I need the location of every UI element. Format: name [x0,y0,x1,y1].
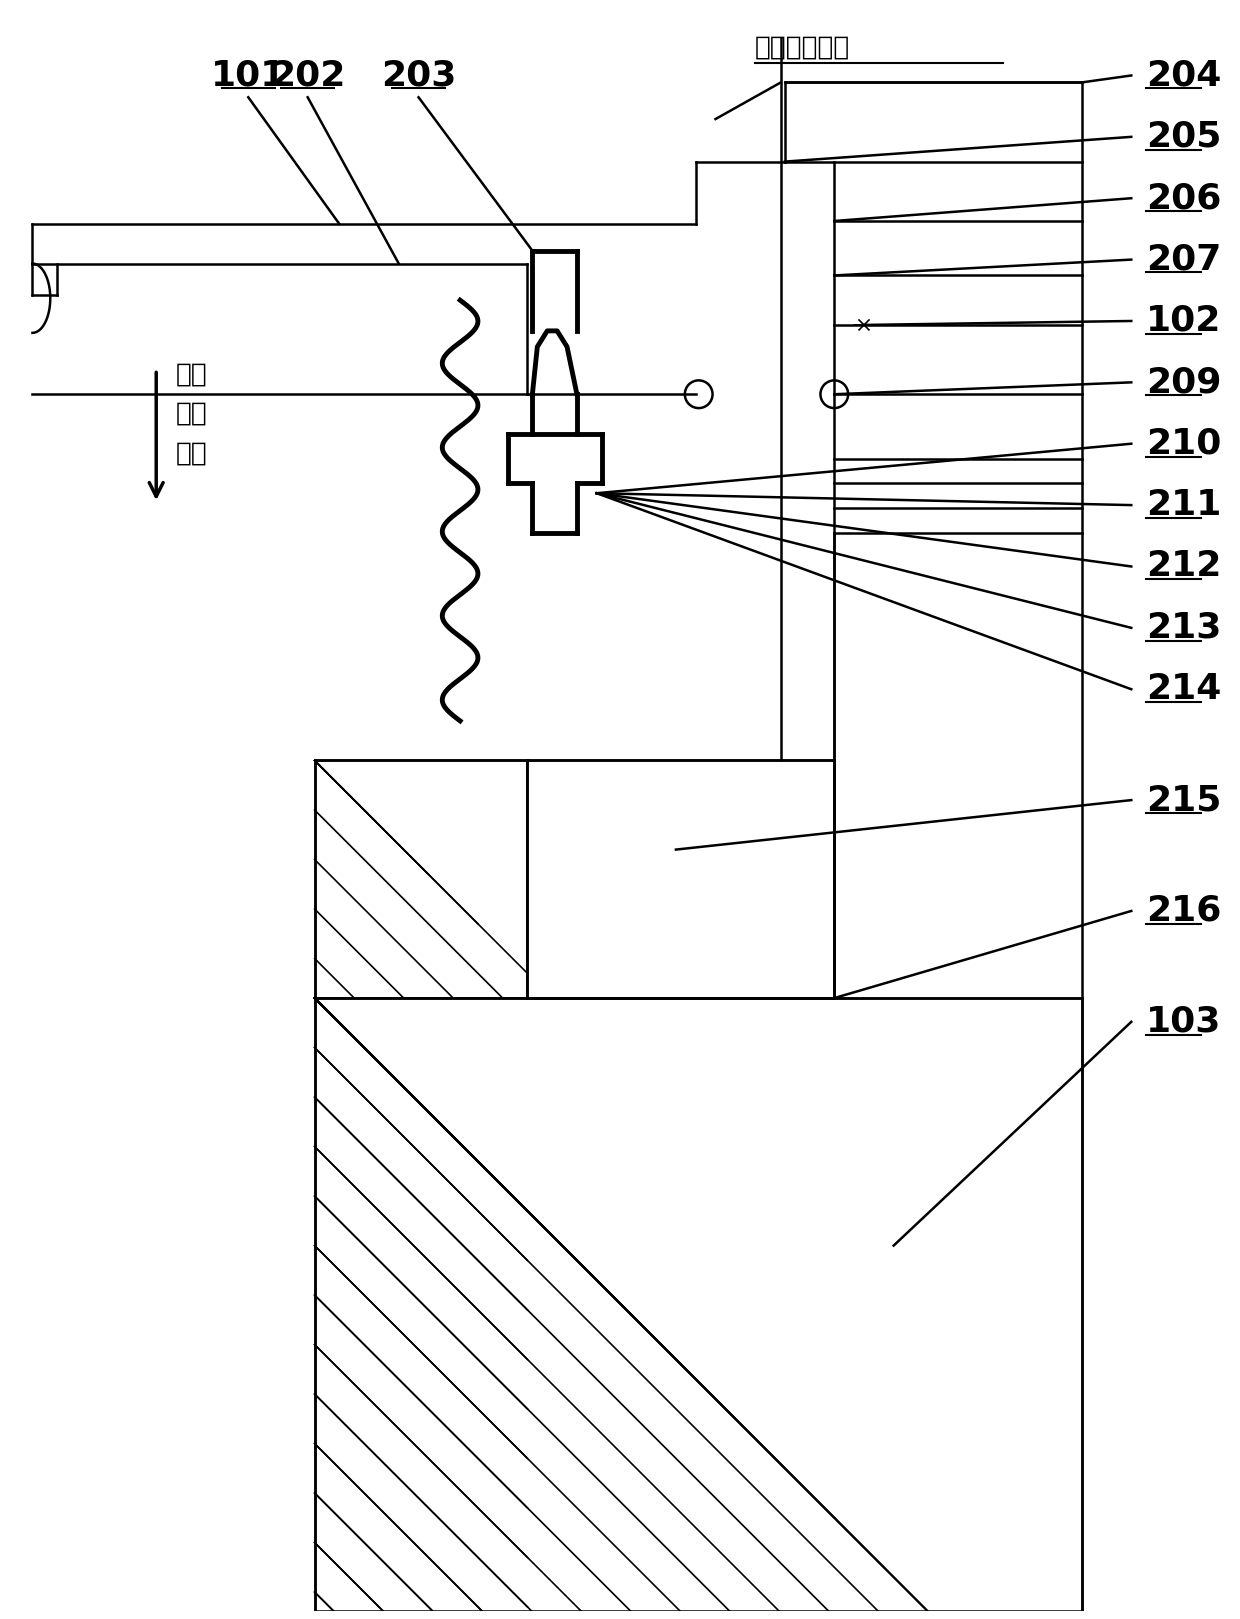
Polygon shape [527,761,835,997]
Text: 213: 213 [1146,610,1221,644]
Text: 215: 215 [1146,784,1221,818]
Text: 101: 101 [211,58,286,92]
Text: 盖体: 盖体 [176,361,208,387]
Text: 212: 212 [1146,549,1221,583]
Text: 207: 207 [1146,243,1221,277]
Text: 103: 103 [1146,1005,1221,1039]
Text: 210: 210 [1146,427,1221,461]
Text: 旋转: 旋转 [176,402,208,427]
Text: 102: 102 [1146,304,1221,338]
Text: 206: 206 [1146,181,1221,215]
Text: 214: 214 [1146,672,1221,706]
Text: 203: 203 [381,58,456,92]
Text: 方向: 方向 [176,440,208,466]
Polygon shape [315,761,527,997]
Text: 211: 211 [1146,487,1221,521]
Text: 204: 204 [1146,58,1221,92]
Polygon shape [315,997,1081,1611]
Text: 盖体旋转轨迹: 盖体旋转轨迹 [755,34,851,62]
Text: 216: 216 [1146,894,1221,928]
Text: 209: 209 [1146,366,1221,400]
Text: 205: 205 [1146,120,1221,154]
Text: 202: 202 [270,58,346,92]
